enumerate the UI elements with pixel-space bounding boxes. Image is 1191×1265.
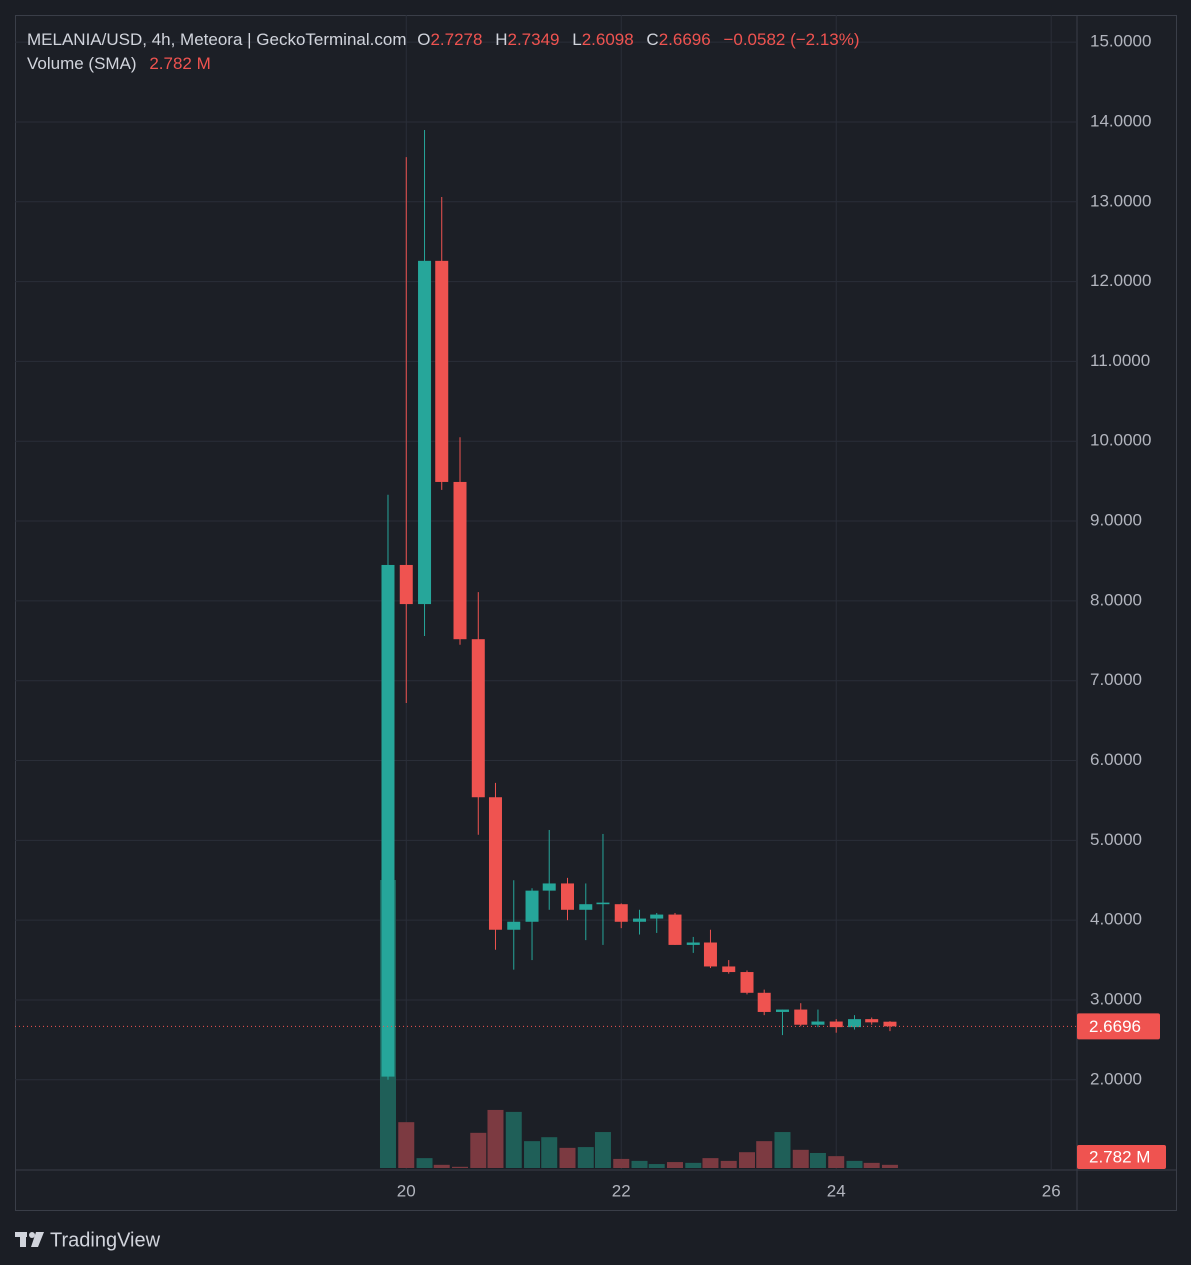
brand-name: TradingView xyxy=(50,1229,161,1251)
candle-body xyxy=(399,564,413,605)
volume-sma-badge xyxy=(1077,1145,1166,1170)
x-tick-label: 26 xyxy=(1042,1181,1061,1200)
volume-sma-label: 2.782 M xyxy=(1089,1147,1150,1166)
volume-bar xyxy=(613,1158,630,1168)
volume-bar xyxy=(666,1162,683,1168)
volume-bar xyxy=(433,1164,450,1168)
y-tick-label: 3.0000 xyxy=(1090,989,1142,1008)
ohlc-value: 2.7278 xyxy=(430,30,483,49)
y-tick-label: 2.0000 xyxy=(1090,1069,1142,1088)
volume-bar xyxy=(648,1164,665,1168)
y-tick-label: 6.0000 xyxy=(1090,750,1142,769)
candle-body xyxy=(471,639,485,798)
volume-bar xyxy=(739,1152,756,1168)
candle-body xyxy=(579,904,593,910)
ohlc-label: O xyxy=(417,30,431,49)
volume-bar xyxy=(577,1147,594,1168)
volume-sma: 2.782 M xyxy=(149,54,211,73)
x-tick-label: 24 xyxy=(827,1181,846,1200)
candle-body xyxy=(418,260,432,605)
y-tick-label: 10.0000 xyxy=(1090,431,1151,450)
volume-bar xyxy=(541,1137,558,1168)
y-tick-label: 14.0000 xyxy=(1090,111,1151,130)
candle-body xyxy=(633,918,647,922)
volume-bar xyxy=(756,1141,773,1168)
volume-bar xyxy=(792,1149,809,1168)
candle-body xyxy=(865,1019,879,1023)
ohlc-label: L xyxy=(572,30,582,49)
candle-body xyxy=(847,1019,861,1028)
volume-bar xyxy=(863,1162,880,1168)
x-tick-label: 22 xyxy=(612,1181,631,1200)
volume-bar xyxy=(631,1160,648,1168)
candle-body xyxy=(381,564,395,1077)
y-tick-label: 12.0000 xyxy=(1090,271,1151,290)
x-tick-label: 20 xyxy=(397,1181,416,1200)
ohlc-label: C xyxy=(646,30,659,49)
candle-body xyxy=(668,914,682,945)
candle-body xyxy=(722,966,736,973)
volume-bar xyxy=(416,1158,433,1168)
candle-body xyxy=(560,883,574,910)
volume-bar xyxy=(487,1109,504,1168)
ohlc-value: 2.7349 xyxy=(507,30,560,49)
volume-bar xyxy=(524,1141,541,1168)
brand-logo xyxy=(15,1232,44,1247)
volume-row: Volume (SMA) 2.782 M xyxy=(27,52,868,76)
candle-body xyxy=(488,797,502,930)
y-tick-label: 9.0000 xyxy=(1090,511,1142,530)
candle-body xyxy=(829,1021,843,1028)
volume-bar xyxy=(685,1162,702,1168)
candle-body xyxy=(740,972,754,993)
ohlc-label: H xyxy=(495,30,508,49)
candle-body xyxy=(686,942,700,945)
y-tick-label: 5.0000 xyxy=(1090,830,1142,849)
symbol-title: MELANIA/USD, 4h, Meteora | GeckoTerminal… xyxy=(27,30,407,49)
last-price-badge xyxy=(1077,1013,1160,1040)
y-tick-label: 11.0000 xyxy=(1090,351,1150,370)
volume-bar xyxy=(559,1147,576,1168)
candle-body xyxy=(596,902,610,905)
y-tick-label: 15.0000 xyxy=(1090,32,1151,51)
volume-bar xyxy=(398,1122,415,1168)
volume-bar xyxy=(702,1158,719,1168)
candle-body xyxy=(883,1021,897,1027)
candle-body xyxy=(542,883,556,891)
candle-body xyxy=(775,1009,789,1012)
volume-bar xyxy=(809,1152,826,1168)
y-tick-label: 7.0000 xyxy=(1090,670,1142,689)
volume-bar xyxy=(505,1111,522,1168)
candle-body xyxy=(453,481,467,640)
volume-bar xyxy=(828,1156,845,1168)
candle-body xyxy=(507,921,521,930)
ohlc-value: 2.6696 xyxy=(658,30,711,49)
candle-body xyxy=(811,1021,825,1025)
candle-body xyxy=(614,904,628,922)
volume-bar xyxy=(846,1160,863,1168)
candle-body xyxy=(703,942,717,967)
y-tick-label: 8.0000 xyxy=(1090,590,1142,609)
volume-bar xyxy=(774,1132,791,1168)
chart-frame xyxy=(15,15,1177,1211)
legend: MELANIA/USD, 4h, Meteora | GeckoTerminal… xyxy=(27,28,868,76)
candle-body xyxy=(757,992,771,1012)
volume-bar xyxy=(452,1166,469,1168)
volume-bar xyxy=(470,1132,487,1168)
candle-body xyxy=(650,914,664,919)
last-price-label: 2.6696 xyxy=(1089,1017,1141,1036)
volume-bar xyxy=(720,1160,737,1168)
y-tick-label: 4.0000 xyxy=(1090,910,1142,929)
candle-body xyxy=(435,260,449,482)
ohlc-value: 2.6098 xyxy=(581,30,634,49)
change: −0.0582 (−2.13%) xyxy=(723,30,860,49)
volume-bar xyxy=(594,1132,611,1168)
volume-bar xyxy=(881,1164,898,1168)
candle-body xyxy=(794,1009,808,1025)
candle-body xyxy=(525,890,539,922)
y-tick-label: 13.0000 xyxy=(1090,191,1151,210)
ohlc-row: MELANIA/USD, 4h, Meteora | GeckoTerminal… xyxy=(27,28,868,52)
volume-title: Volume (SMA) xyxy=(27,54,137,73)
